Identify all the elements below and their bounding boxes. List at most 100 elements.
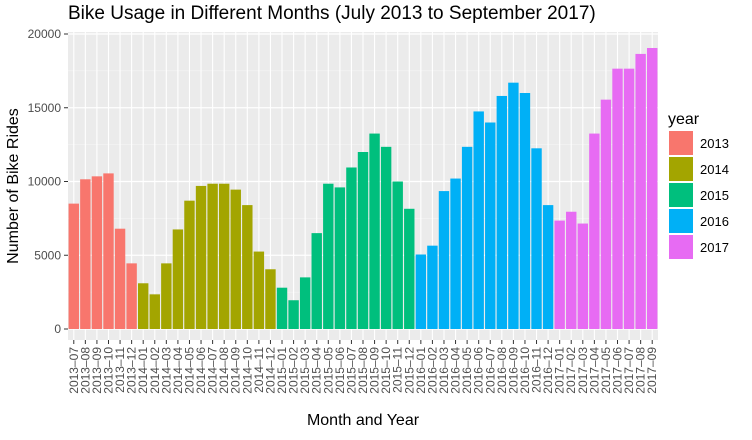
bar — [323, 183, 334, 329]
y-axis-title: Number of Bike Rides — [5, 108, 22, 264]
x-tick-label: 2017–08 — [634, 347, 648, 394]
bar — [103, 173, 114, 329]
legend-key — [669, 209, 693, 233]
x-tick-label: 2015–05 — [321, 347, 335, 394]
x-tick-label: 2016–01 — [414, 347, 428, 394]
x-tick-label: 2014–11 — [252, 347, 266, 393]
bar — [473, 111, 484, 329]
x-tick-label: 2017–02 — [564, 347, 578, 394]
legend-key — [669, 157, 693, 181]
legend-key — [669, 131, 693, 155]
bar — [589, 133, 600, 329]
y-tick-label: 10000 — [28, 175, 62, 189]
bar — [357, 152, 369, 329]
x-tick-label: 2015–03 — [298, 347, 312, 394]
x-tick-label: 2015–02 — [287, 347, 301, 394]
x-tick-label: 2014–02 — [148, 347, 162, 394]
chart-title: Bike Usage in Different Months (July 201… — [68, 3, 596, 24]
x-tick-label: 2016–12 — [541, 347, 555, 394]
bar — [126, 263, 137, 329]
x-tick-label: 2014–04 — [171, 347, 185, 394]
x-axis-title: Month and Year — [307, 412, 420, 429]
bar — [647, 48, 658, 329]
legend-label: 2017 — [700, 240, 729, 255]
x-tick-label: 2016–08 — [495, 347, 509, 394]
bar — [623, 68, 635, 329]
x-tick-label: 2015–11 — [391, 347, 405, 393]
bar — [80, 179, 91, 329]
bar — [253, 251, 265, 329]
bar — [577, 223, 589, 329]
bar — [566, 211, 577, 329]
bar — [612, 68, 623, 329]
bar — [334, 187, 346, 329]
x-axis-ticks: 2013–072013–082013–092013–102013–112013–… — [67, 340, 659, 394]
bar — [600, 99, 612, 329]
bars — [68, 48, 658, 329]
bar — [438, 191, 450, 329]
bar — [346, 167, 357, 329]
bar — [265, 269, 276, 329]
x-tick-label: 2015–09 — [368, 347, 382, 394]
bar — [114, 228, 126, 329]
x-tick-label: 2015–06 — [333, 347, 347, 394]
x-tick-label: 2013–10 — [101, 347, 115, 394]
bar — [149, 294, 160, 329]
bar — [230, 189, 241, 329]
x-tick-label: 2014–03 — [159, 347, 173, 394]
bar — [137, 283, 149, 329]
bar — [519, 93, 531, 329]
legend-label: 2015 — [700, 188, 729, 203]
x-tick-label: 2014–01 — [136, 347, 150, 394]
x-tick-label: 2017–09 — [645, 347, 659, 394]
x-tick-label: 2014–10 — [240, 347, 254, 394]
x-tick-label: 2014–06 — [194, 347, 208, 394]
bar — [380, 146, 392, 329]
legend-key — [669, 183, 693, 207]
x-tick-label: 2015–04 — [310, 347, 324, 394]
bar — [496, 95, 508, 329]
bar — [207, 183, 218, 329]
x-tick-label: 2016–11 — [530, 347, 544, 393]
bar — [184, 200, 195, 329]
x-tick-label: 2016–07 — [483, 347, 497, 394]
x-tick-label: 2014–08 — [217, 347, 231, 394]
bar — [218, 183, 230, 329]
bar — [195, 185, 207, 329]
bar — [415, 254, 427, 329]
x-tick-label: 2016–05 — [460, 347, 474, 394]
legend-label: 2014 — [700, 162, 729, 177]
x-tick-label: 2017–01 — [553, 347, 567, 394]
legend-label: 2016 — [700, 214, 729, 229]
bar — [554, 220, 565, 329]
legend-label: 2013 — [700, 136, 729, 151]
bar — [427, 245, 438, 329]
x-tick-label: 2013–11 — [113, 347, 127, 393]
x-tick-label: 2015–01 — [275, 347, 289, 394]
x-tick-label: 2016–06 — [472, 347, 486, 394]
bar — [450, 178, 461, 329]
x-tick-label: 2016–03 — [437, 347, 451, 394]
bar — [404, 208, 415, 329]
bar — [299, 277, 311, 329]
x-tick-label: 2016–02 — [425, 347, 439, 394]
x-tick-label: 2014–09 — [229, 347, 243, 394]
bar — [531, 148, 542, 329]
x-tick-label: 2017–03 — [576, 347, 590, 394]
x-tick-label: 2013–09 — [90, 347, 104, 394]
x-tick-label: 2017–06 — [611, 347, 625, 394]
bar — [172, 229, 184, 329]
bar — [392, 181, 403, 329]
bar — [276, 287, 288, 329]
x-tick-label: 2015–12 — [402, 347, 416, 394]
y-tick-label: 0 — [54, 322, 61, 336]
bar — [161, 263, 172, 329]
x-tick-label: 2014–07 — [206, 347, 220, 394]
bar — [311, 233, 322, 329]
y-tick-label: 15000 — [28, 101, 62, 115]
bar — [635, 53, 646, 329]
bar — [542, 205, 554, 329]
x-tick-label: 2014–05 — [182, 347, 196, 394]
